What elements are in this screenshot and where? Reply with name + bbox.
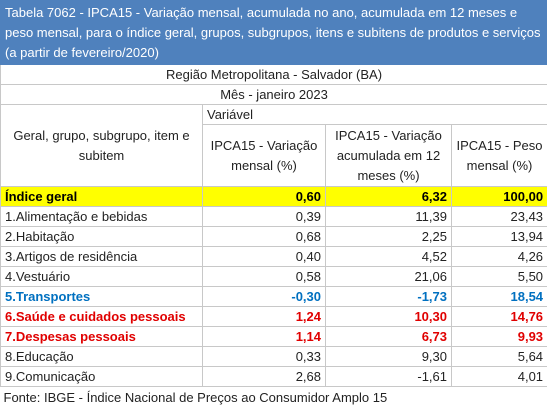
cell-value: 11,39 <box>325 206 452 227</box>
table-row: 9.Comunicação 2,68 -1,61 4,01 <box>0 366 547 387</box>
table-row: 6.Saúde e cuidados pessoais 1,24 10,30 14,7… <box>0 306 547 327</box>
cell-value: 0,68 <box>202 226 326 247</box>
column-header: IPCA15 - Variação mensal (%) <box>202 124 326 187</box>
cell-value: 18,54 <box>450 286 547 307</box>
column-header: IPCA15 - Variação acumulada em 12 meses … <box>325 124 452 187</box>
cell-value: 10,30 <box>325 306 452 327</box>
table-row: 4.Vestuário 0,58 21,06 5,50 <box>0 266 547 287</box>
cell-value: 1,24 <box>202 306 326 327</box>
source-note: Fonte: IBGE - Índice Nacional de Preços … <box>3 389 388 405</box>
column-header: IPCA15 - Peso mensal (%) <box>450 124 547 187</box>
cell-value: 0,58 <box>202 266 326 287</box>
table-row: 7.Despesas pessoais 1,14 6,73 9,93 <box>0 326 547 347</box>
row-label: 3.Artigos de residência <box>0 246 203 267</box>
cell-value: 0,60 <box>202 186 326 207</box>
cell-value: 6,73 <box>325 326 452 347</box>
cell-value: 14,76 <box>450 306 547 327</box>
row-label: 5.Transportes <box>0 286 203 307</box>
cell-value: -0,30 <box>202 286 326 307</box>
cell-value: 9,93 <box>450 326 547 347</box>
row-label: 4.Vestuário <box>0 266 203 287</box>
row-label: 1.Alimentação e bebidas <box>0 206 203 227</box>
cell-value: 13,94 <box>450 226 547 247</box>
table-title: Tabela 7062 - IPCA15 - Variação mensal, … <box>0 0 547 65</box>
month: Mês - janeiro 2023 <box>0 84 547 105</box>
table-row: 8.Educação 0,33 9,30 5,64 <box>0 346 547 367</box>
table-row: Índice geral 0,60 6,32 100,00 <box>0 186 547 207</box>
cell-value: 0,33 <box>202 346 326 367</box>
cell-value: 5,64 <box>450 346 547 367</box>
cell-value: 2,68 <box>202 366 326 387</box>
cell-value: 4,26 <box>450 246 547 267</box>
region: Região Metropolitana - Salvador (BA) <box>0 64 547 85</box>
cell-value: 9,30 <box>325 346 452 367</box>
table-row: 5.Transportes -0,30 -1,73 18,54 <box>0 286 547 307</box>
cell-value: 4,52 <box>325 246 452 267</box>
footer-row: Fonte: IBGE - Índice Nacional de Preços … <box>1 387 547 407</box>
cell-value: 6,32 <box>325 186 452 207</box>
cell-value: -1,73 <box>325 286 452 307</box>
row-label: 8.Educação <box>0 346 203 367</box>
row-label: 2.Habitação <box>0 226 203 247</box>
table-row: 1.Alimentação e bebidas 0,39 11,39 23,43 <box>0 206 547 227</box>
variable-header: Variável <box>201 104 547 125</box>
row-label: 6.Saúde e cuidados pessoais <box>0 306 203 327</box>
row-label: 9.Comunicação <box>0 366 203 387</box>
cell-value: 4,01 <box>450 366 547 387</box>
table-row: 3.Artigos de residência 0,40 4,52 4,26 <box>0 246 547 267</box>
cell-value: 0,40 <box>202 246 326 267</box>
cell-value: 100,00 <box>450 186 547 207</box>
row-label: 7.Despesas pessoais <box>0 326 203 347</box>
cell-value: 0,39 <box>202 206 326 227</box>
row-header: Geral, grupo, subgrupo, item e subitem <box>0 104 203 187</box>
cell-value: -1,61 <box>325 366 452 387</box>
cell-value: 1,14 <box>202 326 326 347</box>
table-row: 2.Habitação 0,68 2,25 13,94 <box>0 226 547 247</box>
cell-value: 23,43 <box>450 206 547 227</box>
cell-value: 2,25 <box>325 226 452 247</box>
cell-value: 21,06 <box>325 266 452 287</box>
cell-value: 5,50 <box>450 266 547 287</box>
row-label: Índice geral <box>0 186 203 207</box>
